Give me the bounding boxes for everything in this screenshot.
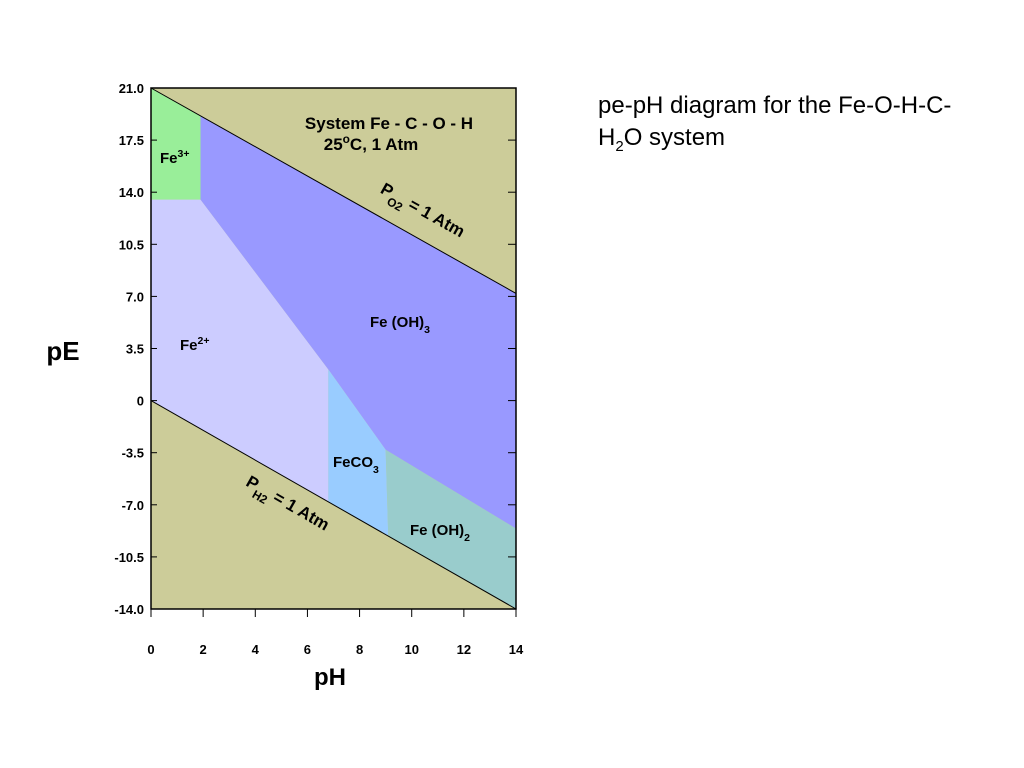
label-part: 2+ (198, 335, 210, 347)
region-label: Fe (OH)2 (410, 522, 470, 544)
y-tick-label: -7.0 (122, 498, 144, 513)
region-label: Fe3+ (160, 148, 190, 167)
boundary-line (150, 400, 517, 610)
y-tick-label: 7.0 (126, 289, 144, 304)
label-part: C, 1 Atm (350, 135, 418, 154)
region (385, 449, 516, 609)
x-tick-label: 2 (200, 642, 207, 657)
region-label: Fe2+ (180, 335, 210, 354)
x-axis-label: pH (314, 664, 346, 691)
y-tick-label: -3.5 (122, 446, 144, 461)
x-tick-label: 10 (404, 642, 418, 657)
x-tick-label: 0 (147, 642, 154, 657)
chart-title: 25oC, 1 Atm (324, 132, 419, 154)
y-tick-label: 0 (137, 394, 144, 409)
label-part: o (343, 132, 350, 146)
y-axis-label: pE (46, 336, 79, 366)
caption-part: O system (623, 124, 726, 151)
y-tick-label: 3.5 (126, 342, 144, 357)
label-part: 25 (324, 135, 343, 154)
boundary-line (150, 87, 517, 294)
caption-part: 2 (615, 137, 624, 155)
label-part: System Fe - C - O - H (305, 114, 473, 133)
x-tick-label: 12 (457, 642, 471, 657)
y-tick-label: 17.5 (119, 133, 144, 148)
label-part: Fe (OH) (370, 314, 424, 331)
label-part: Fe (160, 150, 178, 167)
caption: pe-pH diagram for the Fe-O-H-C-H2O syste… (598, 90, 968, 163)
caption-part: pe-pH diagram for the Fe-O-H-C-H (598, 92, 952, 151)
label-part: 3+ (178, 148, 190, 160)
region-label: FeCO3 (333, 454, 379, 476)
region (328, 369, 389, 537)
y-tick-label: 10.5 (119, 237, 144, 252)
label-part: 3 (424, 324, 430, 336)
x-tick-label: 8 (356, 642, 363, 657)
region (151, 199, 329, 502)
y-tick-label: -10.5 (114, 550, 144, 565)
x-tick-label: 6 (304, 642, 311, 657)
label-part: 3 (373, 464, 379, 476)
label-part: Fe (OH) (410, 522, 464, 539)
label-part: Fe (180, 337, 198, 354)
y-tick-label: 21.0 (119, 81, 144, 96)
label-part: 2 (464, 532, 470, 544)
y-tick-label: -14.0 (114, 602, 144, 617)
x-tick-label: 14 (509, 642, 524, 657)
x-tick-label: 4 (252, 642, 260, 657)
chart-title: System Fe - C - O - H (305, 114, 473, 133)
region-label: Fe (OH)3 (370, 314, 430, 336)
region (200, 116, 517, 529)
region (151, 88, 201, 200)
y-tick-label: 14.0 (119, 185, 144, 200)
label-part: FeCO (333, 454, 373, 471)
